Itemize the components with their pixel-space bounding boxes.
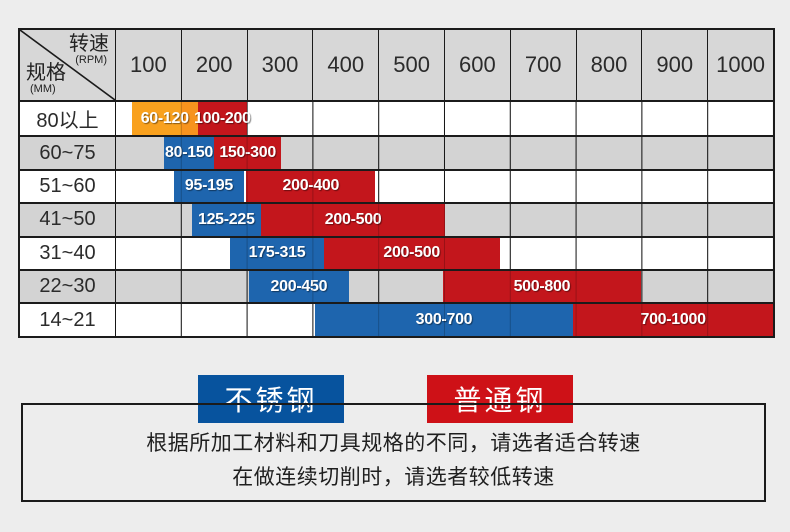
red-range-bar: 200-500 xyxy=(261,204,446,236)
column-header-100: 100 xyxy=(115,30,181,100)
row-track: 95-195 200-400 xyxy=(115,170,773,203)
diagonal-divider xyxy=(20,30,115,100)
note-line-2: 在做连续切削时，请选者较低转速 xyxy=(232,466,555,490)
column-header-600: 600 xyxy=(443,30,510,100)
column-header-400: 400 xyxy=(312,30,378,100)
spec-cell: 80以上 xyxy=(36,110,99,133)
spec-cell: 14~21 xyxy=(39,308,96,331)
spec-cell: 22~30 xyxy=(39,275,96,298)
speed-table: 转速 (RPM) 规格 (MM) 100 200 300 400 500 600 700 80… xyxy=(18,28,775,338)
spec-label: 规格 xyxy=(26,62,66,85)
note-line-1: 根据所加工材料和刀具规格的不同，请选者适合转速 xyxy=(146,432,641,455)
column-header-700: 700 xyxy=(509,30,576,100)
blue-range-bar: 175-315 xyxy=(230,237,324,269)
table-row-22~30: 22~30 200-450 500-800 xyxy=(20,268,773,303)
corner-spec-label: 规格 (MM) xyxy=(26,63,66,96)
red-range-bar: 700-1000 xyxy=(573,304,773,336)
row-track: 80-150 150-300 xyxy=(115,137,773,169)
table-row-60~75: 60~75 80-150 150-300 xyxy=(20,135,773,169)
row-track: 300-700 700-1000 xyxy=(115,304,773,336)
row-track: 200-450 500-800 xyxy=(115,270,773,303)
corner-rpm-label: 转速 (RPM) xyxy=(69,34,109,67)
red-range-bar: 500-800 xyxy=(443,270,641,303)
legend-stainless-steel: 不锈钢 xyxy=(198,375,344,423)
table-row-51~60: 51~60 95-195 200-400 xyxy=(20,168,773,203)
column-header-900: 900 xyxy=(641,30,707,100)
spec-cell: 60~75 xyxy=(39,141,96,164)
legend-ordinary-steel: 普通钢 xyxy=(427,375,573,423)
row-track: 175-315 200-500 xyxy=(115,237,773,269)
table-row-14~21: 14~21 300-700 700-1000 xyxy=(20,302,773,336)
column-header-200: 200 xyxy=(180,30,247,100)
red-range-bar: 100-200 xyxy=(194,102,251,136)
table-row-41~50: 41~50 125-225 200-500 xyxy=(20,202,773,236)
red-range-bar: 150-300 xyxy=(214,137,281,169)
column-header-800: 800 xyxy=(575,30,642,100)
spec-cell: 41~50 xyxy=(39,208,96,231)
table-row-80以上: 80以上 60-120 100-200 xyxy=(20,102,773,136)
notes-box: 根据所加工材料和刀具规格的不同，请选者适合转速 在做连续切削时，请选者较低转速 xyxy=(21,403,766,502)
table-body: 80以上 60-120 100-200 60~75 80-150 150-300 51~60… xyxy=(20,102,773,336)
table-corner-cell: 转速 (RPM) 规格 (MM) xyxy=(20,30,115,100)
blue-range-bar: 200-450 xyxy=(249,270,349,303)
blue-range-bar: 125-225 xyxy=(191,204,262,236)
red-range-bar: 200-400 xyxy=(246,170,376,203)
rpm-label: 转速 xyxy=(69,33,109,55)
column-header-300: 300 xyxy=(246,30,313,100)
blue-range-bar: 300-700 xyxy=(314,304,574,336)
column-header-500: 500 xyxy=(378,30,444,100)
table-row-31~40: 31~40 175-315 200-500 xyxy=(20,235,773,269)
spec-cell: 31~40 xyxy=(39,241,96,264)
table-header-row: 转速 (RPM) 规格 (MM) 100 200 300 400 500 600 700 80… xyxy=(20,30,773,102)
rpm-unit: (RPM) xyxy=(75,54,107,66)
row-track: 125-225 200-500 xyxy=(115,204,773,236)
spec-cell: 51~60 xyxy=(39,174,96,197)
legend: 不锈钢 普通钢 xyxy=(198,375,573,423)
blue-range-bar: 95-195 xyxy=(173,170,245,203)
orange-range-bar: 60-120 xyxy=(131,102,198,136)
column-header-1000: 1000 xyxy=(707,30,773,100)
blue-range-bar: 80-150 xyxy=(163,137,215,169)
row-track: 60-120 100-200 xyxy=(115,102,773,136)
spec-unit: (MM) xyxy=(30,83,56,96)
red-range-bar: 200-500 xyxy=(323,237,500,269)
